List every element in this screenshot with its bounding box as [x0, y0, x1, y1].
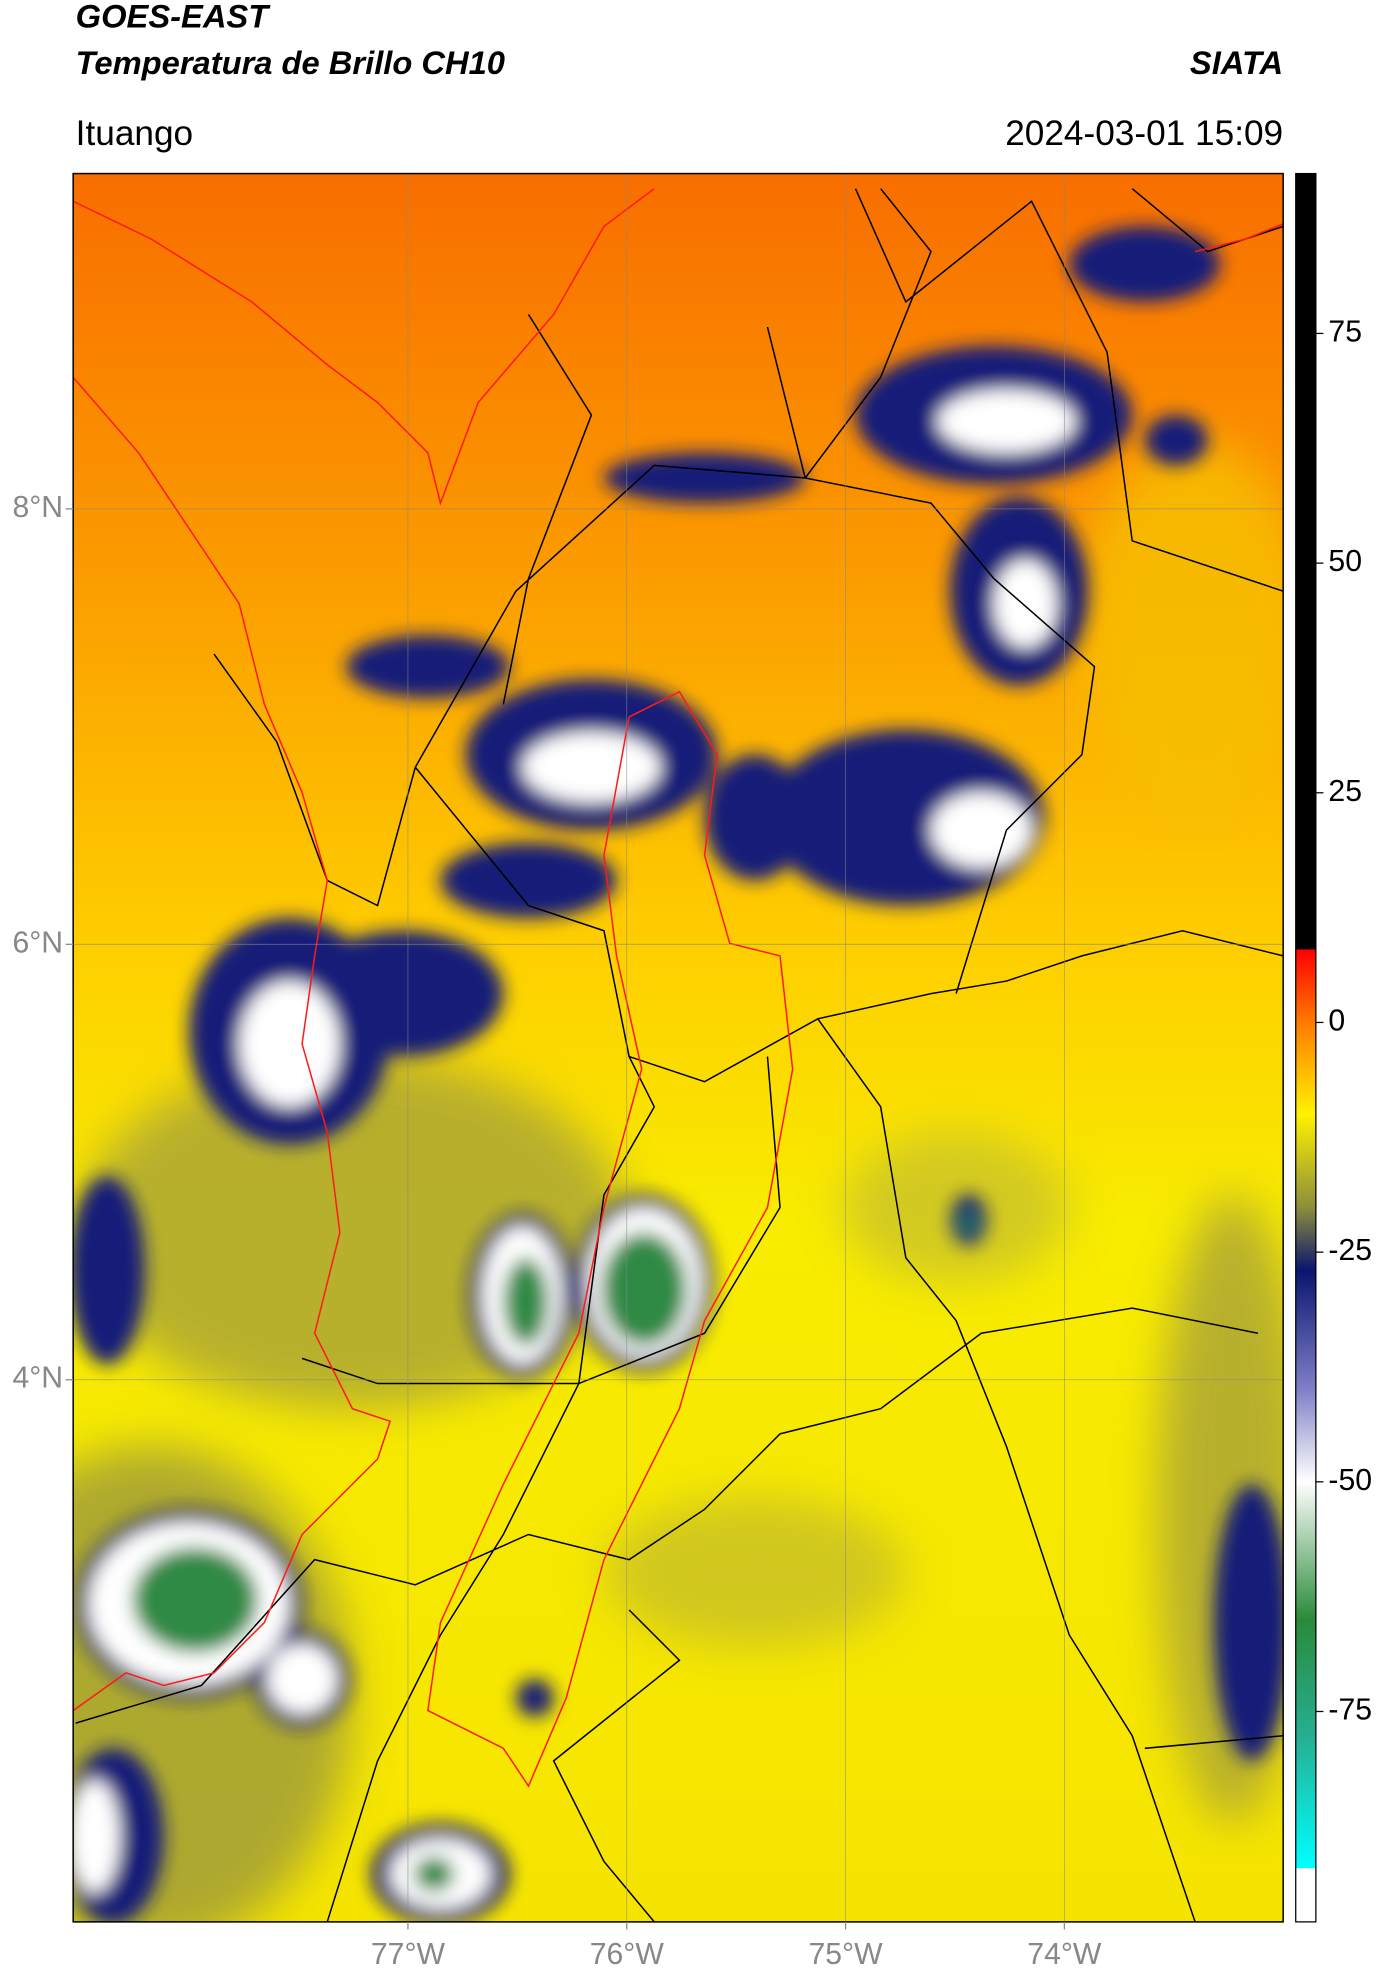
- lon-tick-label: 74°W: [1027, 1938, 1102, 1971]
- coastline: [73, 188, 1284, 1788]
- colorbar-tick-label: 0: [1328, 1004, 1345, 1037]
- colorbar: [1295, 172, 1317, 1923]
- colorbar-tick-label: 50: [1328, 545, 1362, 578]
- admin-borders: [75, 188, 1284, 1922]
- brand: SIATA: [1190, 44, 1283, 81]
- colorbar-tick-label: -75: [1328, 1693, 1372, 1726]
- subtitle: Temperatura de Brillo CH10: [76, 44, 505, 81]
- lon-tick-label: 75°W: [808, 1938, 883, 1971]
- colorbar-tick-label: 25: [1328, 775, 1362, 808]
- lat-tick-label: 8°N: [12, 491, 63, 524]
- lat-tick-label: 6°N: [12, 926, 63, 959]
- lat-tick-label: 4°N: [12, 1362, 63, 1395]
- title: GOES-EAST: [76, 0, 272, 35]
- map-frame: [72, 172, 1284, 1923]
- colorbar-tick-label: -25: [1328, 1234, 1372, 1267]
- colorbar-tick-label: 75: [1328, 315, 1362, 348]
- graticule: [73, 173, 1284, 1922]
- lon-tick-label: 76°W: [590, 1938, 665, 1971]
- colorbar-tick-label: -50: [1328, 1464, 1372, 1497]
- lon-tick-label: 77°W: [371, 1938, 446, 1971]
- datetime: 2024-03-01 15:09: [1005, 114, 1283, 153]
- location: Ituango: [76, 114, 193, 153]
- satellite-image: [73, 173, 1284, 1922]
